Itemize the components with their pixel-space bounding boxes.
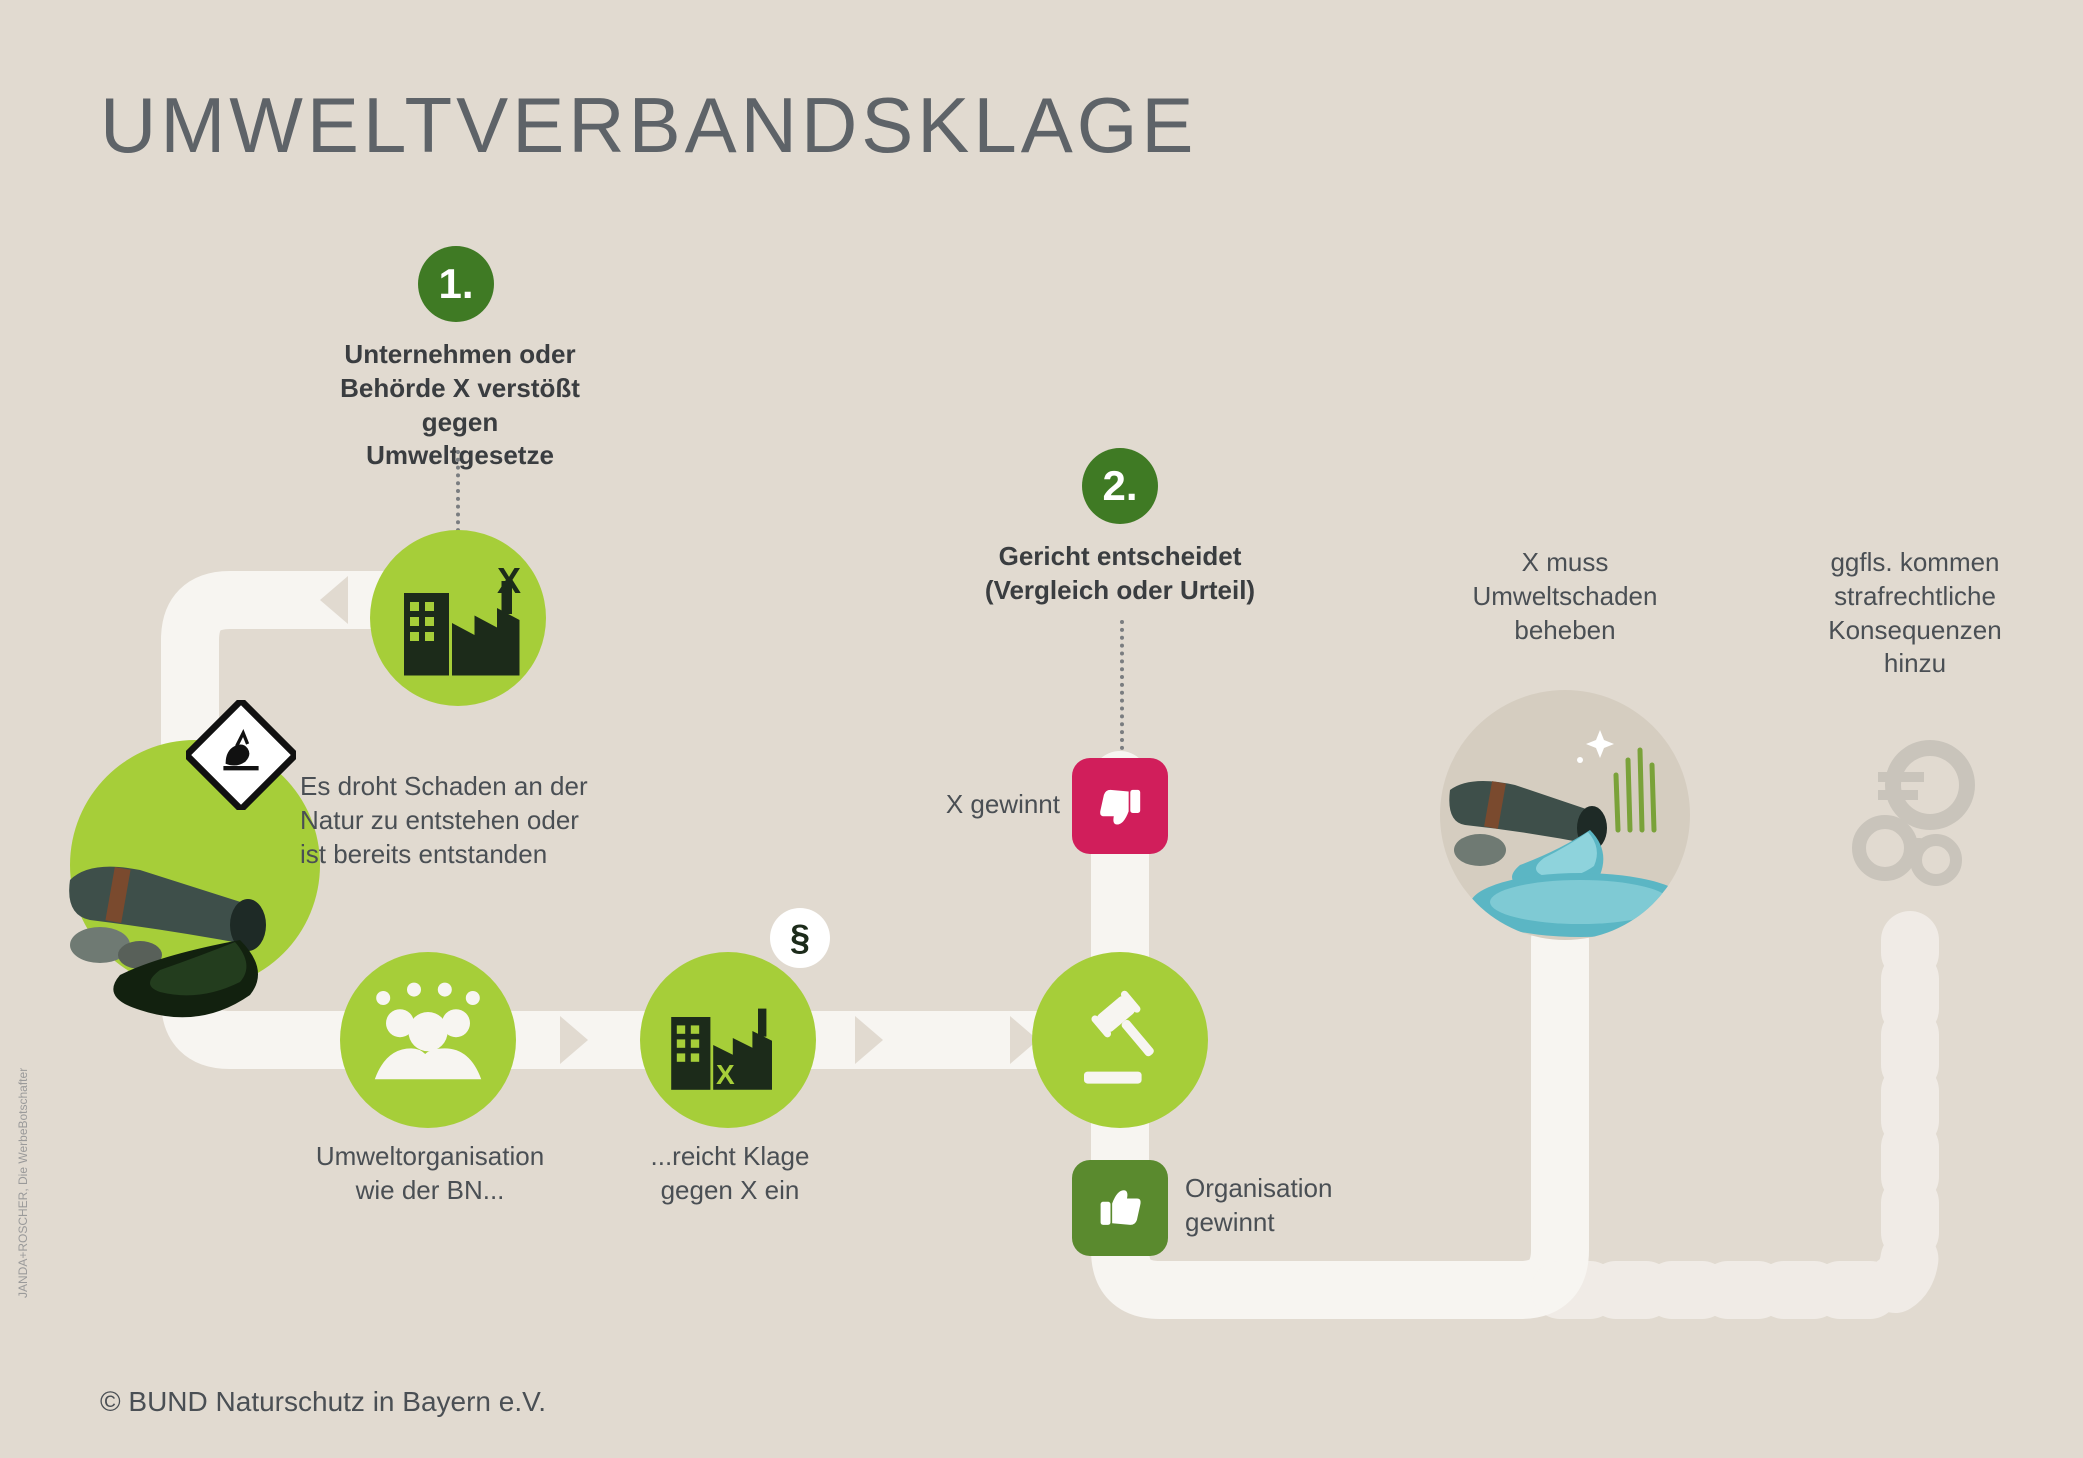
step2-num: 2.	[1102, 462, 1137, 510]
svg-text:X: X	[716, 1059, 735, 1090]
gavel-icon	[1060, 978, 1180, 1098]
penalty-icon	[1830, 720, 2000, 890]
clean-water-icon	[1440, 690, 1690, 940]
org-wins-text: Organisation gewinnt	[1185, 1172, 1385, 1240]
step1-badge: 1.	[418, 246, 494, 322]
factory-icon: X	[392, 548, 542, 698]
step1-dotted	[456, 450, 460, 540]
step1-title: Unternehmen oder Behörde X verstößt gege…	[300, 338, 620, 473]
remedy-circle	[1440, 690, 1690, 940]
thumb-up-icon	[1094, 1182, 1147, 1235]
step1-num: 1.	[438, 260, 473, 308]
path-chevron	[855, 1016, 883, 1064]
footer-copyright: © BUND Naturschutz in Bayern e.V.	[100, 1386, 546, 1418]
step2-badge: 2.	[1082, 448, 1158, 524]
svg-text:X: X	[497, 560, 521, 601]
org-text: Umweltorganisation wie der BN...	[310, 1140, 550, 1208]
step2-title: Gericht entscheidet (Vergleich oder Urte…	[970, 540, 1270, 608]
sue-text: ...reicht Klage gegen X ein	[620, 1140, 840, 1208]
path-chevron	[560, 1016, 588, 1064]
thumb-down-icon	[1094, 780, 1147, 833]
paragraph-bubble: §	[770, 908, 830, 968]
org-wins-box	[1072, 1160, 1168, 1256]
damage-text: Es droht Schaden an der Natur zu entsteh…	[300, 770, 640, 871]
sue-factory-icon: X	[660, 975, 800, 1115]
x-wins-text: X gewinnt	[910, 788, 1060, 822]
remedy-text: X muss Umweltschaden beheben	[1440, 546, 1690, 647]
infographic-stage: 1. Unternehmen oder Behörde X verstößt g…	[0, 0, 2083, 1458]
hazard-diamond-icon	[186, 700, 296, 810]
path-chevron	[320, 576, 348, 624]
page-title: UMWELTVERBANDSKLAGE	[100, 80, 1197, 171]
org-people-icon	[358, 970, 498, 1110]
side-credit: JANDA+ROSCHER, Die WerbeBotschafter	[16, 1068, 30, 1298]
penalty-text: ggfls. kommen strafrechtliche Konsequenz…	[1800, 546, 2030, 681]
flow-path	[0, 0, 2083, 1458]
x-wins-box	[1072, 758, 1168, 854]
step2-dotted	[1120, 620, 1124, 750]
